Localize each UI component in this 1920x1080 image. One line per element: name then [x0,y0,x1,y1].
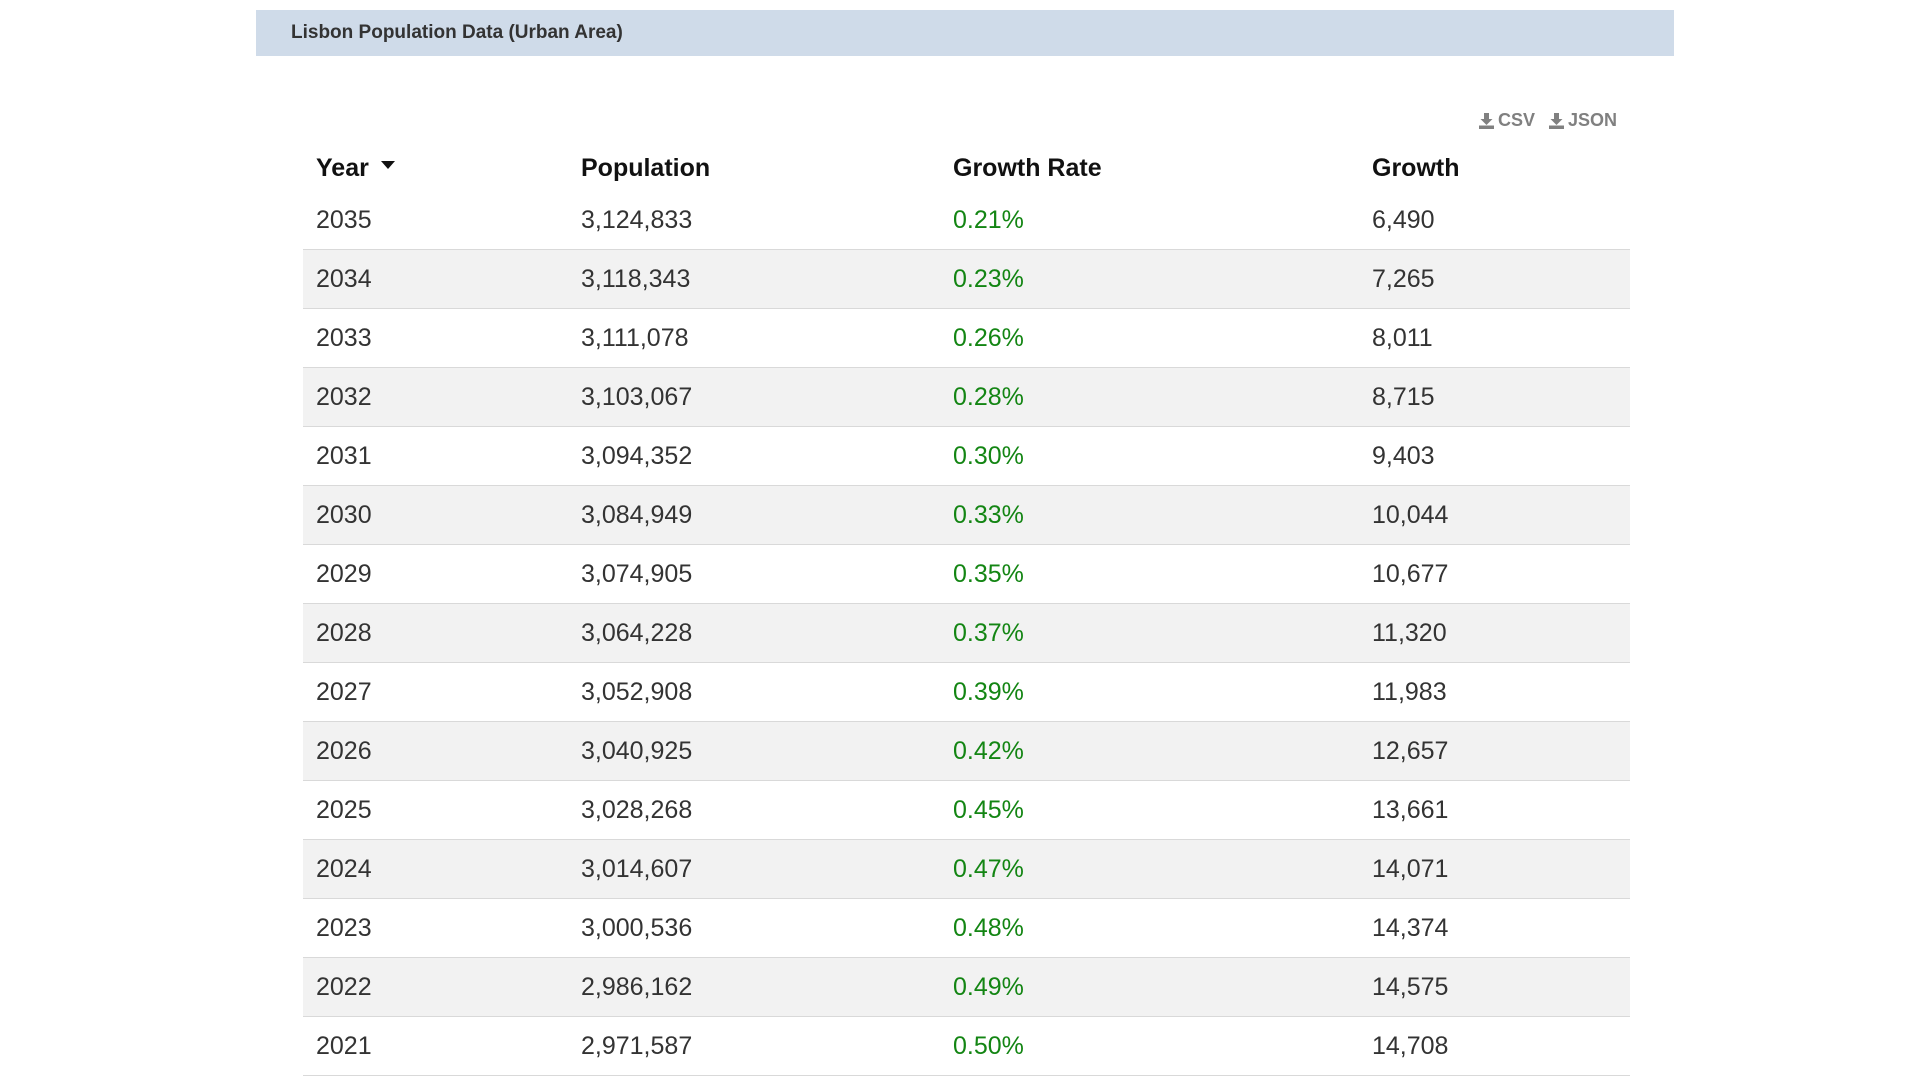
table-row: 2024 3,014,607 0.47% 14,071 [303,839,1630,899]
table-row: 2032 3,103,067 0.28% 8,715 [303,367,1630,427]
cell-growth-rate: 0.49% [940,957,1359,1017]
cell-growth-rate: 0.28% [940,367,1359,427]
table-row: 2034 3,118,343 0.23% 7,265 [303,249,1630,309]
export-csv-link[interactable]: CSV [1478,110,1535,131]
table-row: 2031 3,094,352 0.30% 9,403 [303,426,1630,486]
cell-year: 2033 [303,308,568,368]
cell-growth: 8,715 [1359,367,1630,427]
cell-growth-rate: 0.42% [940,721,1359,781]
download-icon [1548,112,1564,129]
cell-growth: 10,044 [1359,485,1630,545]
cell-year: 2022 [303,957,568,1017]
cell-year: 2027 [303,662,568,722]
cell-population: 2,986,162 [568,957,940,1017]
panel-title: Lisbon Population Data (Urban Area) [291,22,623,43]
cell-population: 3,084,949 [568,485,940,545]
cell-population: 2,971,587 [568,1016,940,1076]
download-icon [1478,112,1494,129]
table-row: 2021 2,971,587 0.50% 14,708 [303,1016,1630,1076]
cell-growth-rate: 0.23% [940,249,1359,309]
cell-growth-rate: 0.50% [940,1016,1359,1076]
export-csv-label: CSV [1497,110,1535,130]
table-row: 2027 3,052,908 0.39% 11,983 [303,662,1630,722]
cell-growth: 8,011 [1359,308,1630,368]
export-links: CSV JSON [1478,110,1617,131]
cell-growth: 14,071 [1359,839,1630,899]
cell-growth: 14,575 [1359,957,1630,1017]
cell-year: 2023 [303,898,568,958]
population-table: Year Population Growth Rate Growth 2035 … [303,145,1630,1076]
column-header-year-label: Year [316,153,369,182]
column-header-growth[interactable]: Growth [1372,153,1460,182]
cell-growth-rate: 0.37% [940,603,1359,663]
table-row: 2029 3,074,905 0.35% 10,677 [303,544,1630,604]
column-header-growth-rate[interactable]: Growth Rate [953,153,1102,182]
cell-population: 3,000,536 [568,898,940,958]
export-json-link[interactable]: JSON [1548,110,1617,131]
cell-growth: 7,265 [1359,249,1630,309]
cell-year: 2025 [303,780,568,840]
population-table-container: Year Population Growth Rate Growth 2035 … [303,145,1630,1076]
table-row: 2023 3,000,536 0.48% 14,374 [303,898,1630,958]
cell-population: 3,014,607 [568,839,940,899]
cell-growth: 13,661 [1359,780,1630,840]
table-row: 2035 3,124,833 0.21% 6,490 [303,191,1630,250]
cell-growth-rate: 0.48% [940,898,1359,958]
table-row: 2030 3,084,949 0.33% 10,044 [303,485,1630,545]
cell-year: 2032 [303,367,568,427]
cell-growth: 11,983 [1359,662,1630,722]
cell-growth: 6,490 [1359,191,1630,250]
cell-population: 3,052,908 [568,662,940,722]
cell-growth: 14,374 [1359,898,1630,958]
export-json-label: JSON [1567,110,1617,130]
cell-year: 2031 [303,426,568,486]
cell-population: 3,094,352 [568,426,940,486]
table-row: 2025 3,028,268 0.45% 13,661 [303,780,1630,840]
cell-growth-rate: 0.47% [940,839,1359,899]
sort-desc-caret-icon [380,160,395,169]
cell-population: 3,124,833 [568,191,940,250]
cell-growth-rate: 0.30% [940,426,1359,486]
cell-growth: 12,657 [1359,721,1630,781]
cell-growth: 11,320 [1359,603,1630,663]
cell-population: 3,064,228 [568,603,940,663]
cell-growth-rate: 0.39% [940,662,1359,722]
cell-growth-rate: 0.33% [940,485,1359,545]
cell-population: 3,074,905 [568,544,940,604]
cell-growth: 14,708 [1359,1016,1630,1076]
cell-year: 2034 [303,249,568,309]
cell-year: 2024 [303,839,568,899]
cell-year: 2028 [303,603,568,663]
cell-year: 2021 [303,1016,568,1076]
table-row: 2033 3,111,078 0.26% 8,011 [303,308,1630,368]
cell-growth-rate: 0.26% [940,308,1359,368]
cell-growth: 9,403 [1359,426,1630,486]
panel-header: Lisbon Population Data (Urban Area) [256,10,1674,56]
cell-growth: 10,677 [1359,544,1630,604]
cell-growth-rate: 0.45% [940,780,1359,840]
cell-population: 3,103,067 [568,367,940,427]
column-header-year[interactable]: Year [303,145,568,191]
cell-year: 2029 [303,544,568,604]
cell-population: 3,040,925 [568,721,940,781]
table-row: 2028 3,064,228 0.37% 11,320 [303,603,1630,663]
table-row: 2022 2,986,162 0.49% 14,575 [303,957,1630,1017]
column-header-population[interactable]: Population [581,153,711,182]
table-header-row: Year Population Growth Rate Growth [303,145,1630,191]
cell-growth-rate: 0.21% [940,191,1359,250]
cell-growth-rate: 0.35% [940,544,1359,604]
cell-population: 3,111,078 [568,308,940,368]
cell-year: 2030 [303,485,568,545]
cell-year: 2026 [303,721,568,781]
table-row: 2026 3,040,925 0.42% 12,657 [303,721,1630,781]
cell-year: 2035 [303,191,568,250]
cell-population: 3,118,343 [568,249,940,309]
cell-population: 3,028,268 [568,780,940,840]
